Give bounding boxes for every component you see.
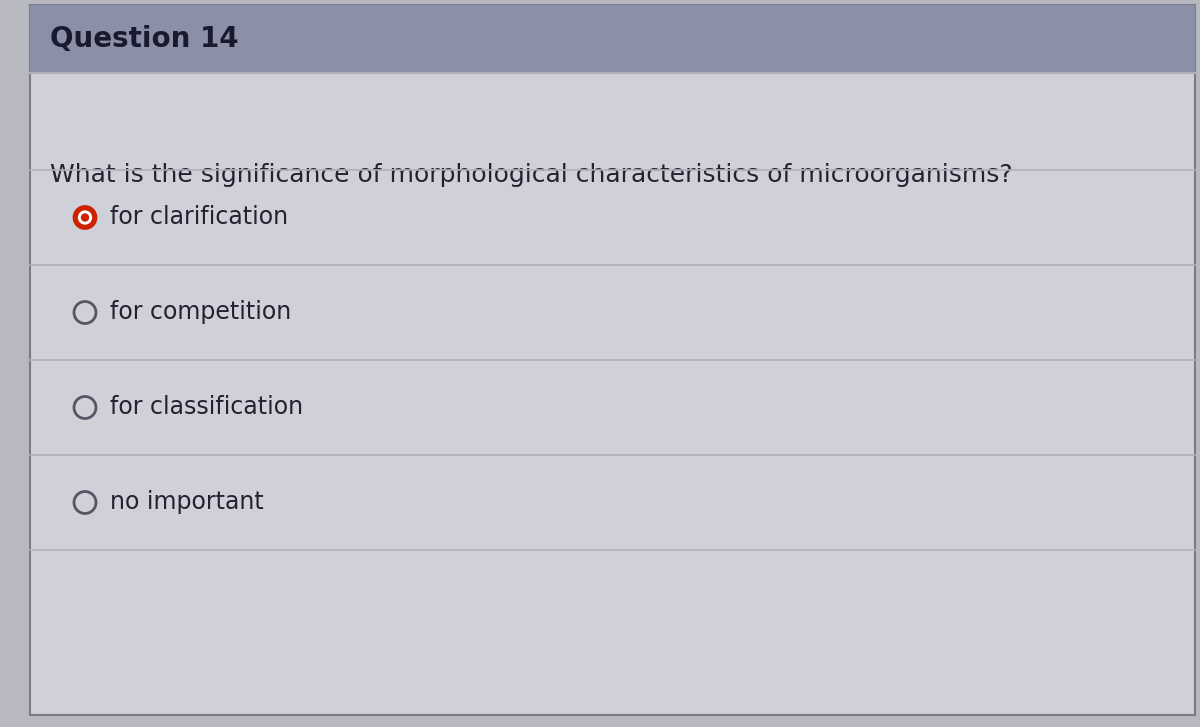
FancyBboxPatch shape	[30, 5, 1195, 73]
Text: no important: no important	[110, 491, 264, 515]
Circle shape	[74, 206, 96, 228]
FancyBboxPatch shape	[30, 5, 1195, 715]
Text: for clarification: for clarification	[110, 206, 288, 230]
Circle shape	[78, 210, 92, 225]
Text: Question 14: Question 14	[50, 25, 239, 53]
Text: for competition: for competition	[110, 300, 292, 324]
Text: for classification: for classification	[110, 395, 304, 419]
Text: What is the significance of morphological characteristics of microorganisms?: What is the significance of morphologica…	[50, 163, 1013, 187]
Circle shape	[80, 213, 89, 222]
